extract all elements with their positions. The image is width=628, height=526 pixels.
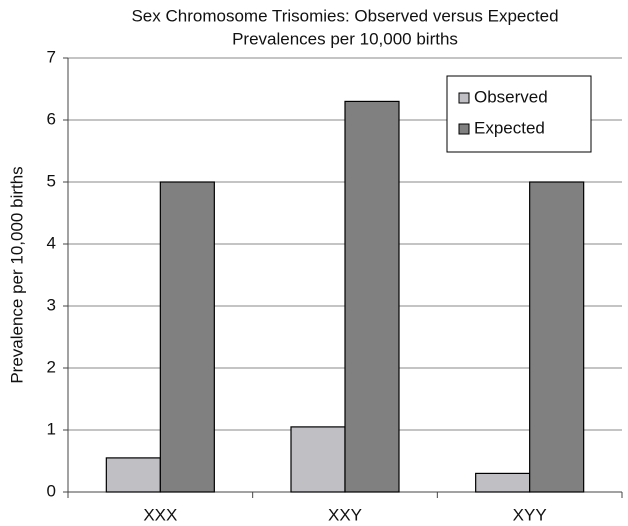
chart-title: Sex Chromosome Trisomies: Observed versu… (131, 6, 558, 25)
x-tick-label: XXY (328, 505, 362, 524)
legend-box (446, 75, 592, 153)
y-tick-label: 1 (47, 419, 56, 438)
y-axis-label: Prevalence per 10,000 births (7, 166, 26, 383)
y-tick-label: 2 (47, 357, 56, 376)
bar (475, 472, 531, 493)
y-tick-label: 5 (47, 171, 56, 190)
bar (159, 181, 215, 493)
y-tick-label: 0 (47, 481, 56, 500)
y-tick-label: 3 (47, 295, 56, 314)
legend-swatch (458, 92, 470, 104)
bar (344, 100, 400, 493)
bar (290, 426, 346, 493)
chart-subtitle: Prevalences per 10,000 births (232, 29, 458, 48)
x-tick-label: XYY (513, 505, 547, 524)
bar (105, 457, 161, 493)
legend-swatch (458, 123, 470, 135)
legend-label: Observed (474, 87, 548, 106)
y-tick-label: 6 (47, 109, 56, 128)
y-tick-label: 4 (47, 233, 56, 252)
x-tick-label: XXX (143, 505, 177, 524)
legend-label: Expected (474, 118, 545, 137)
bar (529, 181, 585, 493)
y-tick-label: 7 (47, 47, 56, 66)
